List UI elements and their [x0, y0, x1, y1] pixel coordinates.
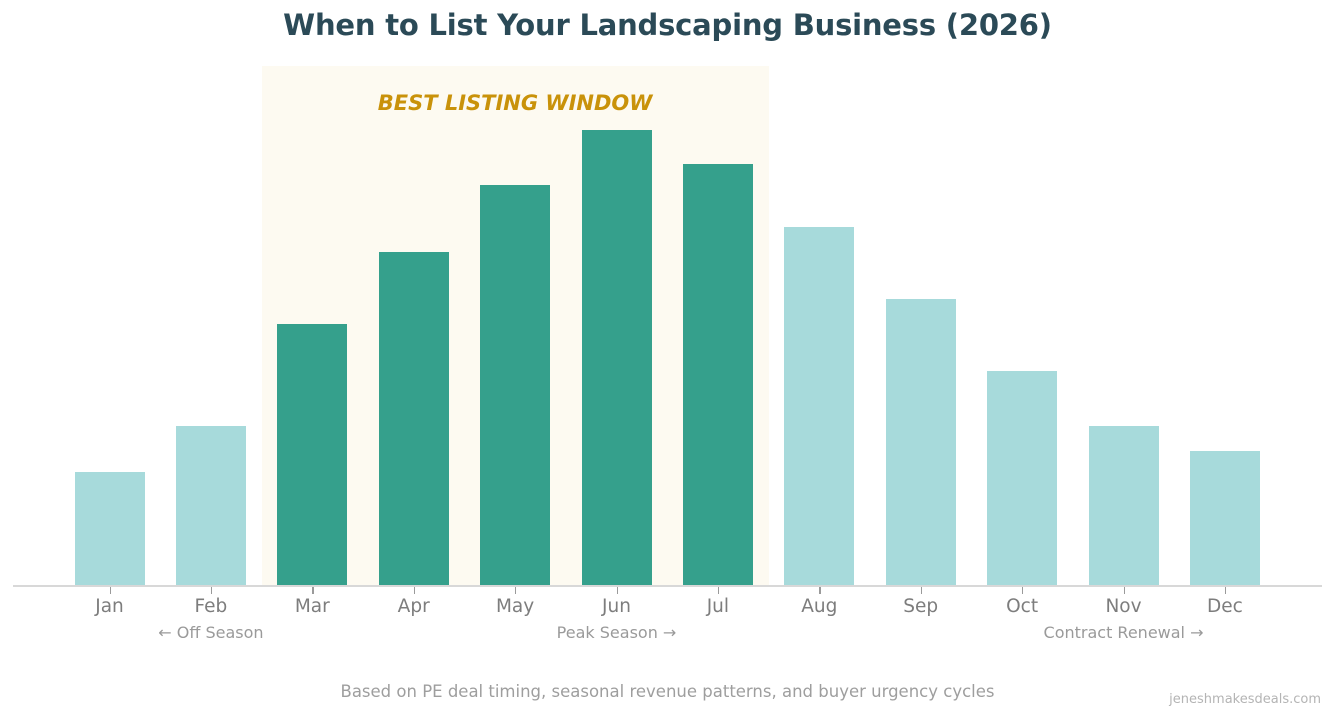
bar-nov — [1088, 425, 1159, 586]
x-label-sep: Sep — [903, 596, 939, 617]
bar-jun — [581, 130, 652, 586]
watermark: jeneshmakesdeals.com — [1169, 692, 1321, 707]
x-tick-sep — [920, 587, 923, 594]
bar-oct — [987, 370, 1058, 586]
x-tick-nov — [1123, 587, 1125, 594]
bar-aug — [784, 227, 855, 586]
x-tick-jan — [109, 587, 111, 594]
bar-jul — [682, 163, 753, 586]
bars-plot-area — [74, 130, 1260, 586]
x-label-jan: Jan — [95, 596, 124, 617]
x-tick-jul — [717, 587, 720, 594]
season-note-3: Contract Renewal → — [1043, 623, 1204, 642]
bar-apr — [378, 252, 449, 586]
x-label-oct: Oct — [1006, 596, 1039, 617]
x-tick-aug — [819, 587, 821, 594]
bar-may — [480, 184, 551, 586]
x-label-jul: Jul — [706, 596, 730, 617]
x-tick-mar — [312, 587, 314, 594]
x-tick-apr — [413, 587, 416, 594]
bar-mar — [277, 324, 348, 586]
x-label-aug: Aug — [801, 596, 838, 617]
x-label-dec: Dec — [1206, 596, 1243, 617]
x-axis-line — [13, 585, 1322, 587]
x-tick-jun — [616, 587, 618, 594]
bar-dec — [1189, 450, 1260, 586]
x-tick-dec — [1224, 587, 1227, 594]
bar-jan — [74, 472, 145, 586]
x-tick-may — [515, 587, 517, 594]
season-note-2: Peak Season → — [556, 623, 677, 642]
season-note-1: ← Off Season — [158, 623, 264, 642]
x-label-may: May — [495, 596, 535, 617]
bar-feb — [175, 425, 246, 586]
chart-caption: Based on PE deal timing, seasonal revenu… — [340, 682, 995, 701]
x-label-jun: Jun — [602, 596, 631, 617]
x-tick-feb — [210, 587, 213, 594]
x-label-feb: Feb — [194, 596, 228, 617]
bar-sep — [885, 298, 956, 586]
x-label-mar: Mar — [294, 596, 330, 617]
chart-title: When to List Your Landscaping Business (… — [283, 8, 1052, 42]
x-label-apr: Apr — [397, 596, 430, 617]
x-label-nov: Nov — [1105, 596, 1142, 617]
x-tick-oct — [1022, 587, 1024, 594]
best-listing-window-label: BEST LISTING WINDOW — [377, 91, 653, 115]
